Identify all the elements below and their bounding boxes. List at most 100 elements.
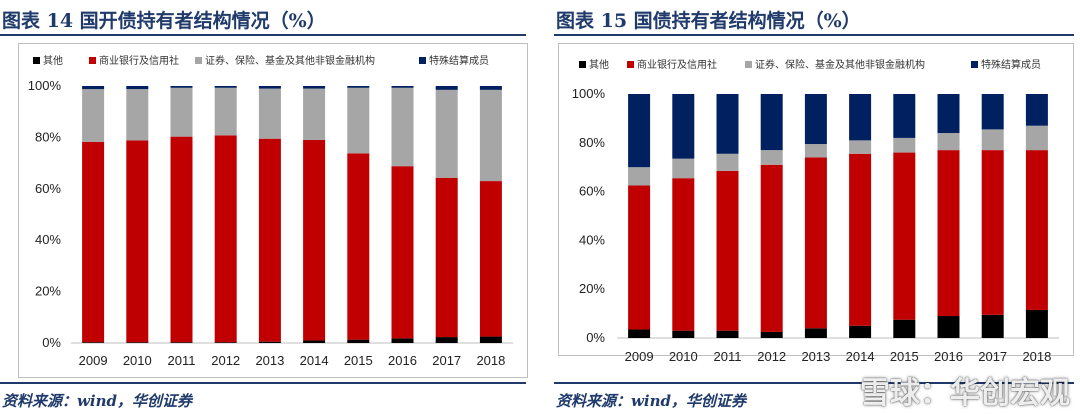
x-tick-label: 2018	[1022, 349, 1051, 364]
bar-segment	[760, 164, 783, 332]
y-tick-label: 60%	[579, 184, 605, 199]
bar-segment	[716, 94, 739, 154]
bar-segment	[347, 87, 370, 154]
x-tick-label: 2010	[669, 349, 698, 364]
bar-segment	[981, 129, 1004, 151]
bar-segment	[126, 342, 149, 343]
bar-segment	[170, 342, 193, 343]
bar-segment	[82, 342, 105, 343]
source-note: 资料来源：wind，华创证券	[2, 392, 193, 410]
bar-segment	[937, 316, 960, 338]
legend-item: 特殊结算成员	[419, 54, 489, 67]
x-tick-label: 2009	[79, 353, 108, 368]
bar-segment	[391, 166, 414, 339]
bar-segment	[214, 86, 237, 88]
bar-segment	[937, 150, 960, 317]
legend-item: 证券、保险、基金及其他非银金融机构	[195, 54, 375, 67]
chart-box: 其他 商业银行及信用社 证券、保险、基金及其他非银金融机构 特殊结算成员 0% 20% 40…	[558, 43, 1074, 364]
bar-segment	[435, 337, 458, 343]
y-tick-label: 40%	[579, 232, 605, 247]
bar-segment	[479, 336, 502, 343]
bar-segment	[893, 319, 916, 338]
x-tick-label: 2015	[344, 353, 373, 368]
stacked-bar-chart: 其他 商业银行及信用社 证券、保险、基金及其他非银金融机构 特殊结算成员 0% 20% 40…	[572, 58, 1059, 364]
bar-segment	[391, 86, 414, 88]
source-note: 资料来源：wind，华创证券	[556, 392, 747, 410]
bar-segment	[214, 87, 237, 136]
watermark: 雪球：华创宏观	[860, 376, 1070, 411]
bar-segment	[849, 325, 872, 338]
x-tick-label: 2012	[757, 349, 786, 364]
bar-segment	[126, 140, 149, 343]
figure-title: 图表 15 国债持有者结构情况（%）	[556, 10, 861, 32]
bar-segment	[170, 86, 193, 88]
bar-segment	[391, 87, 414, 167]
y-tick-label: 80%	[579, 135, 605, 150]
bar-segment	[716, 170, 739, 331]
bar-segment	[672, 158, 695, 179]
legend-swatch	[89, 57, 96, 64]
bar-segment	[435, 86, 458, 90]
y-tick-label: 20%	[35, 284, 61, 299]
y-tick-label: 20%	[579, 281, 605, 296]
bar-segment	[849, 140, 872, 154]
legend-swatch	[579, 61, 586, 68]
bar-segment	[170, 136, 193, 343]
bar-segment	[760, 331, 783, 338]
bar-segment	[435, 177, 458, 338]
legend-label: 商业银行及信用社	[637, 58, 717, 71]
bar-segment	[1025, 309, 1048, 338]
x-tick-label: 2017	[978, 349, 1007, 364]
x-tick-label: 2014	[300, 353, 329, 368]
bar-segment	[937, 133, 960, 151]
bar-segment	[628, 185, 651, 330]
bar-segment	[893, 137, 916, 153]
y-tick-label: 80%	[35, 129, 61, 144]
bar-segment	[804, 144, 827, 158]
x-tick-label: 2018	[476, 353, 505, 368]
legend-swatch	[745, 61, 752, 68]
legend-item: 证券、保险、基金及其他非银金融机构	[745, 58, 925, 71]
legend-label: 特殊结算成员	[981, 58, 1041, 71]
x-tick-label: 2013	[801, 349, 830, 364]
bar-segment	[849, 153, 872, 326]
bar-segment	[258, 86, 281, 89]
panel-left: 图表 14 国开债持有者结构情况（%） 其他 商业银行及信用社 证券、保险、基金及其…	[0, 0, 530, 414]
x-tick-label: 2016	[934, 349, 963, 364]
bar-segment	[347, 339, 370, 343]
legend-item: 商业银行及信用社	[627, 58, 717, 71]
bar-segment	[258, 341, 281, 343]
bar-segment	[391, 338, 414, 343]
bar-segment	[893, 94, 916, 138]
stacked-bar-chart: 其他 商业银行及信用社 证券、保险、基金及其他非银金融机构 特殊结算成员 0% 20% 40…	[28, 54, 513, 368]
bar-segment	[804, 328, 827, 338]
x-tick-label: 2017	[432, 353, 461, 368]
x-tick-label: 2010	[123, 353, 152, 368]
legend-label: 特殊结算成员	[429, 54, 489, 67]
y-tick-label: 0%	[586, 330, 605, 345]
bar-segment	[628, 167, 651, 186]
bar-segment	[1025, 150, 1048, 310]
bar-segment	[760, 150, 783, 165]
legend-label: 商业银行及信用社	[99, 54, 179, 67]
bar-segment	[893, 152, 916, 320]
bar-segment	[1025, 94, 1048, 126]
bar-segment	[981, 94, 1004, 130]
x-tick-label: 2009	[625, 349, 654, 364]
x-tick-label: 2013	[255, 353, 284, 368]
y-tick-label: 40%	[35, 232, 61, 247]
legend-swatch	[33, 57, 40, 64]
source-rule	[554, 382, 1074, 384]
legend-item: 其他	[33, 54, 63, 67]
title-rule	[554, 34, 1074, 36]
bar-segment	[981, 314, 1004, 338]
bar-segment	[258, 138, 281, 342]
title-rule	[0, 34, 526, 36]
bar-segment	[760, 94, 783, 151]
bar-segment	[303, 86, 326, 89]
bar-segment	[479, 89, 502, 182]
chart-box: 其他 商业银行及信用社 证券、保险、基金及其他非银金融机构 特殊结算成员 0% 20% 40…	[18, 43, 528, 378]
legend-item: 特殊结算成员	[971, 58, 1041, 71]
x-tick-label: 2014	[846, 349, 875, 364]
y-tick-label: 60%	[35, 181, 61, 196]
